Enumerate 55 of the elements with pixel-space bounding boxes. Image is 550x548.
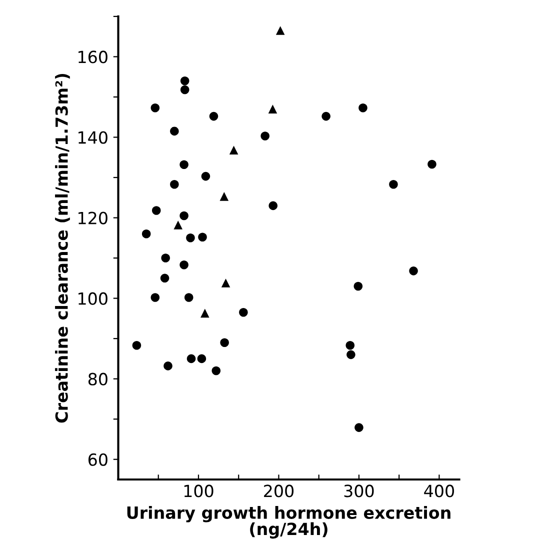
point: [174, 220, 182, 230]
point: [198, 232, 207, 242]
point: [354, 282, 363, 291]
point: [354, 423, 364, 432]
x-tick-label: 400: [424, 484, 454, 498]
point: [220, 338, 229, 347]
point: [260, 132, 270, 140]
y-axis-title: Creatinine clearance (ml/min/1.73m²): [55, 74, 70, 423]
point: [180, 85, 190, 94]
point: [142, 229, 151, 238]
point: [170, 180, 179, 189]
point: [160, 274, 170, 283]
point: [184, 293, 194, 302]
point: [229, 146, 238, 155]
point: [180, 160, 188, 170]
point: [180, 76, 190, 86]
x-tick-label: 200: [264, 484, 294, 498]
point: [346, 350, 356, 360]
point: [409, 266, 418, 276]
point: [358, 103, 368, 112]
point: [201, 172, 210, 181]
point: [212, 366, 221, 376]
point: [132, 341, 142, 350]
point: [197, 354, 206, 364]
point: [389, 180, 398, 189]
point: [209, 112, 218, 121]
point: [220, 192, 229, 201]
x-tick-label: 300: [344, 484, 374, 498]
point: [161, 254, 170, 262]
point: [239, 308, 248, 317]
y-tick-label: 100: [78, 292, 108, 305]
y-tick-label: 140: [78, 131, 108, 144]
point: [268, 104, 278, 114]
point: [276, 26, 285, 35]
point: [150, 103, 160, 112]
point: [268, 201, 278, 210]
point: [180, 260, 188, 270]
point: [186, 354, 196, 364]
y-tick-label: 60: [88, 453, 108, 466]
point: [164, 362, 172, 370]
point: [170, 126, 179, 136]
point: [150, 293, 160, 302]
point: [346, 341, 355, 350]
point: [428, 160, 436, 169]
x-axis-title: Urinary growth hormone excretion (ng/24h): [127, 506, 450, 539]
point: [322, 112, 330, 121]
point: [152, 206, 161, 215]
point: [186, 234, 195, 242]
y-tick-label: 120: [78, 212, 108, 224]
point: [180, 211, 188, 220]
x-tick-label: 100: [184, 484, 214, 498]
y-tick-label: 80: [88, 372, 108, 386]
y-tick-label: 160: [78, 50, 108, 64]
point: [200, 308, 210, 318]
point: [221, 278, 230, 288]
